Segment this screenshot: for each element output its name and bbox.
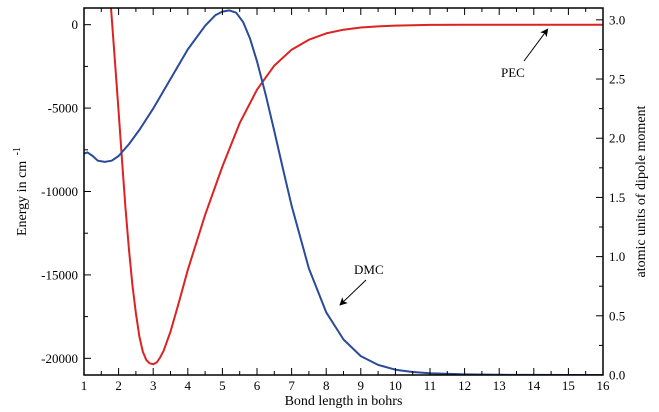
y-right-tick-label: 3.0 (609, 12, 625, 27)
x-tick-label: 13 (493, 378, 506, 393)
x-tick-label: 7 (288, 378, 295, 393)
y-left-tick-label: -15000 (41, 267, 78, 282)
x-tick-label: 6 (254, 378, 261, 393)
x-tick-label: 16 (597, 378, 611, 393)
plot-frame (83, 7, 604, 376)
x-tick-label: 5 (219, 378, 226, 393)
y-left-tick-label: -10000 (41, 184, 78, 199)
annotation-layer: PEC DMC (339, 28, 549, 306)
x-tick-label: 8 (323, 378, 330, 393)
x-tick-label: 2 (115, 378, 122, 393)
y-right-tick-label: 0.5 (609, 308, 625, 323)
x-tick-label: 9 (358, 378, 365, 393)
y-left-axis-label-text: Energy in cm (15, 161, 30, 236)
y-right-tick-label: 1.0 (609, 249, 625, 264)
x-tick-label: 15 (562, 378, 575, 393)
dmc-annotation: DMC (354, 262, 384, 277)
series-line-energy (110, 8, 603, 366)
ticks-layer: 1 2 3 4 5 6 7 8 9 10 11 12 13 14 15 160-5000-10000-1500… (41, 8, 625, 393)
y-left-tick-label: -5000 (48, 101, 78, 116)
y-left-tick-label: 0 (72, 17, 79, 32)
y-left-axis-label: Energy in cm -1 (12, 147, 30, 236)
x-tick-label: 10 (389, 378, 402, 393)
pec-annotation: PEC (501, 65, 525, 80)
x-tick-label: 1 (81, 378, 88, 393)
series-line-dipole (84, 9, 603, 375)
y-left-tick-label: -20000 (41, 351, 78, 366)
x-tick-label: 4 (185, 378, 192, 393)
x-tick-label: 12 (458, 378, 471, 393)
x-tick-label: 14 (527, 378, 541, 393)
x-axis-label: Bond length in bohrs (285, 394, 403, 409)
y-left-axis-label-sup: -1 (12, 147, 23, 155)
y-right-tick-label: 2.5 (609, 72, 625, 87)
y-right-tick-label: 1.5 (609, 190, 625, 205)
y-right-tick-label: 2.0 (609, 131, 625, 146)
series-layer (84, 8, 603, 375)
x-tick-label: 11 (424, 378, 437, 393)
dmc-arrow (339, 279, 367, 306)
x-tick-label: 3 (150, 378, 157, 393)
y-right-axis-label: atomic units of dipole moment (634, 105, 649, 277)
y-right-tick-label: 0.0 (609, 368, 625, 383)
pec-arrow (523, 28, 549, 62)
